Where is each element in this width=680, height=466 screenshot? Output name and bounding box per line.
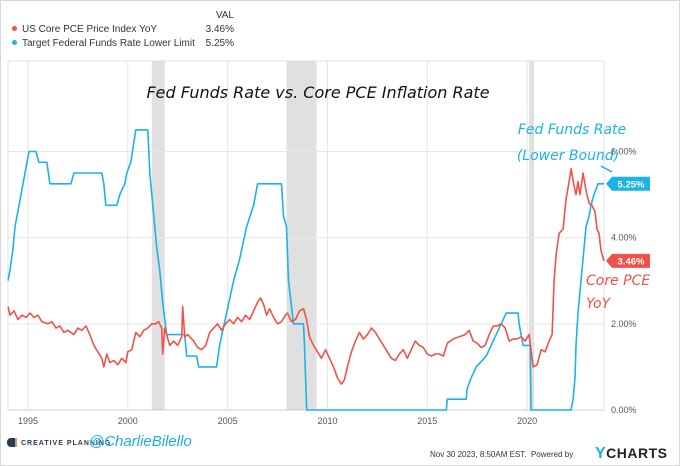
legend-item-core-pce[interactable]: US Core PCE Price Index YoY 3.46%: [12, 24, 234, 36]
creative-planning-logo: CREATIVE PLANNING: [7, 438, 111, 447]
footer: CREATIVE PLANNING @CharlieBilello Nov 30…: [0, 432, 680, 466]
legend-dot-icon: [12, 26, 17, 31]
last-value-tag: [606, 176, 650, 191]
ycharts-logo[interactable]: YCHARTS: [595, 445, 668, 462]
legend-item-fed-funds[interactable]: Target Federal Funds Rate Lower Limit 5.…: [12, 38, 234, 50]
y-tick-label: 2.00%: [611, 319, 637, 329]
recession-band: [529, 61, 535, 410]
x-tick-label: 2015: [417, 416, 437, 426]
y-tick-label: 6.00%: [611, 146, 637, 156]
twitter-handle[interactable]: @CharlieBilello: [89, 433, 192, 450]
creative-planning-icon: [7, 438, 17, 447]
legend-value-header: VAL: [215, 10, 234, 21]
annotation-core-pce: YoY: [586, 296, 612, 312]
x-tick-label: 1995: [18, 416, 38, 426]
chart-title: Fed Funds Rate vs. Core PCE Inflation Ra…: [146, 83, 489, 102]
recession-band: [286, 61, 317, 410]
y-tick-label: 0.00%: [611, 405, 637, 415]
last-value-label: 5.25%: [618, 179, 645, 190]
x-tick-label: 2020: [517, 416, 537, 426]
legend-label: US Core PCE Price Index YoY: [22, 24, 158, 35]
legend-label: Target Federal Funds Rate Lower Limit: [22, 38, 195, 49]
annotation-fed-funds: Fed Funds Rate: [518, 122, 626, 138]
annotation-arrow: [600, 165, 613, 173]
last-value-tag: [606, 253, 650, 268]
annotation-fed-funds: (Lower Bound): [517, 148, 619, 164]
chart: Fed Funds Rate vs. Core PCE Inflation Ra…: [7, 60, 650, 426]
x-tick-label: 2005: [218, 416, 238, 426]
series-line-fed-funds[interactable]: [7, 129, 604, 411]
legend-dot-icon: [12, 40, 17, 45]
last-value-label: 3.46%: [618, 256, 645, 267]
y-tick-label: 4.00%: [611, 233, 637, 243]
recession-band: [151, 61, 165, 410]
legend-value: 5.25%: [205, 38, 234, 49]
timestamp: Nov 30 2023, 8:50AM EST. Powered by: [430, 450, 574, 459]
legend-value: 3.46%: [205, 24, 234, 35]
x-tick-label: 2010: [317, 416, 337, 426]
series-line-core-pce[interactable]: [7, 167, 605, 385]
annotation-core-pce: Core PCE: [586, 273, 650, 289]
x-tick-label: 2000: [118, 416, 138, 426]
